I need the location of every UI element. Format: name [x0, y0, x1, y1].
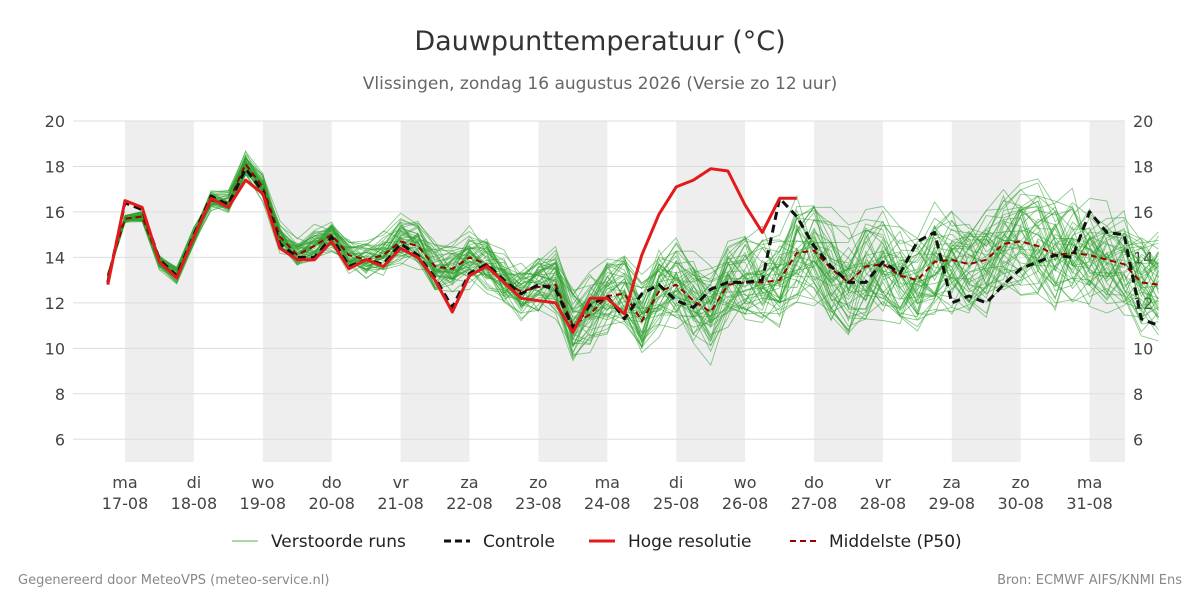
x-tick-day: wo: [734, 473, 757, 492]
x-tick-day: ma: [595, 473, 620, 492]
day-shade: [262, 121, 332, 462]
x-tick-date: 24-08: [584, 494, 631, 513]
footer-credit: Gegenereerd door MeteoVPS (meteo-service…: [18, 573, 329, 588]
high-res-line: [106, 167, 797, 334]
x-tick-date: 21-08: [377, 494, 424, 513]
x-tick-date: 29-08: [929, 494, 976, 513]
x-tick-day: di: [187, 473, 202, 492]
y-axis-left: 6 8 10 12 14 16 18 20: [45, 112, 65, 449]
x-tick-day: ma: [1077, 473, 1102, 492]
legend-high-res-label: Hoge resolutie: [628, 532, 752, 552]
ensemble-run-line: [107, 172, 1159, 362]
y-tick-label: 6: [55, 430, 65, 449]
footer-source: Bron: ECMWF AIFS/KNMI Ens: [997, 573, 1182, 588]
x-tick-date: 19-08: [240, 494, 287, 513]
x-tick-date: 31-08: [1066, 494, 1113, 513]
legend-ensemble-label: Verstoorde runs: [271, 532, 406, 552]
x-tick-day: vr: [875, 473, 891, 492]
x-tick-day: zo: [529, 473, 547, 492]
day-shade: [400, 121, 470, 462]
y-tick-label: 8: [1133, 385, 1143, 404]
x-tick-date: 28-08: [860, 494, 907, 513]
ensemble-run-line: [107, 173, 1159, 348]
y-tick-label: 18: [45, 157, 65, 176]
x-tick-date: 25-08: [653, 494, 700, 513]
y-tick-label: 10: [1133, 339, 1153, 358]
x-tick-date: 18-08: [171, 494, 218, 513]
x-tick-date: 27-08: [791, 494, 838, 513]
ensemble-run-line: [107, 171, 1159, 317]
x-tick-date: 17-08: [102, 494, 149, 513]
x-tick-day: vr: [393, 473, 409, 492]
x-tick-date: 20-08: [308, 494, 355, 513]
ensemble-run-line: [107, 160, 1159, 360]
x-tick-date: 30-08: [997, 494, 1044, 513]
ensemble-run-line: [107, 164, 1159, 337]
ensemble-run-line: [107, 162, 1159, 329]
x-tick-date: 22-08: [446, 494, 493, 513]
legend-control-label: Controle: [483, 532, 555, 552]
y-tick-label: 14: [45, 248, 65, 267]
legend-median-label: Middelste (P50): [829, 532, 962, 552]
control-line: [106, 167, 1160, 330]
y-tick-label: 16: [45, 203, 65, 222]
x-tick-day: do: [322, 473, 342, 492]
day-shade: [125, 121, 194, 462]
ensemble-run-line: [107, 155, 1159, 347]
chart-subtitle: Vlissingen, zondag 16 augustus 2026 (Ver…: [363, 74, 837, 94]
x-tick-day: ma: [112, 473, 137, 492]
y-tick-label: 16: [1133, 203, 1153, 222]
x-tick-date: 26-08: [722, 494, 769, 513]
y-tick-label: 8: [55, 385, 65, 404]
x-tick-date: 23-08: [515, 494, 562, 513]
chart-title: Dauwpunttemperatuur (°C): [414, 26, 785, 57]
main-series: [106, 163, 1160, 334]
y-tick-label: 12: [45, 294, 65, 313]
y-tick-label: 20: [45, 112, 65, 131]
x-tick-day: zo: [1012, 473, 1030, 492]
x-tick-day: do: [804, 473, 824, 492]
y-tick-label: 18: [1133, 157, 1153, 176]
x-tick-day: wo: [251, 473, 274, 492]
x-tick-day: za: [460, 473, 478, 492]
y-tick-label: 10: [45, 339, 65, 358]
y-tick-label: 20: [1133, 112, 1153, 131]
x-tick-day: di: [669, 473, 684, 492]
legend: Verstoorde runs Controle Hoge resolutie …: [232, 532, 962, 552]
x-tick-day: za: [943, 473, 961, 492]
x-axis: ma 17-08 di 18-08 wo 19-08 do 20-08 vr 21-08 za 22-…: [102, 473, 1113, 513]
y-tick-label: 6: [1133, 430, 1143, 449]
